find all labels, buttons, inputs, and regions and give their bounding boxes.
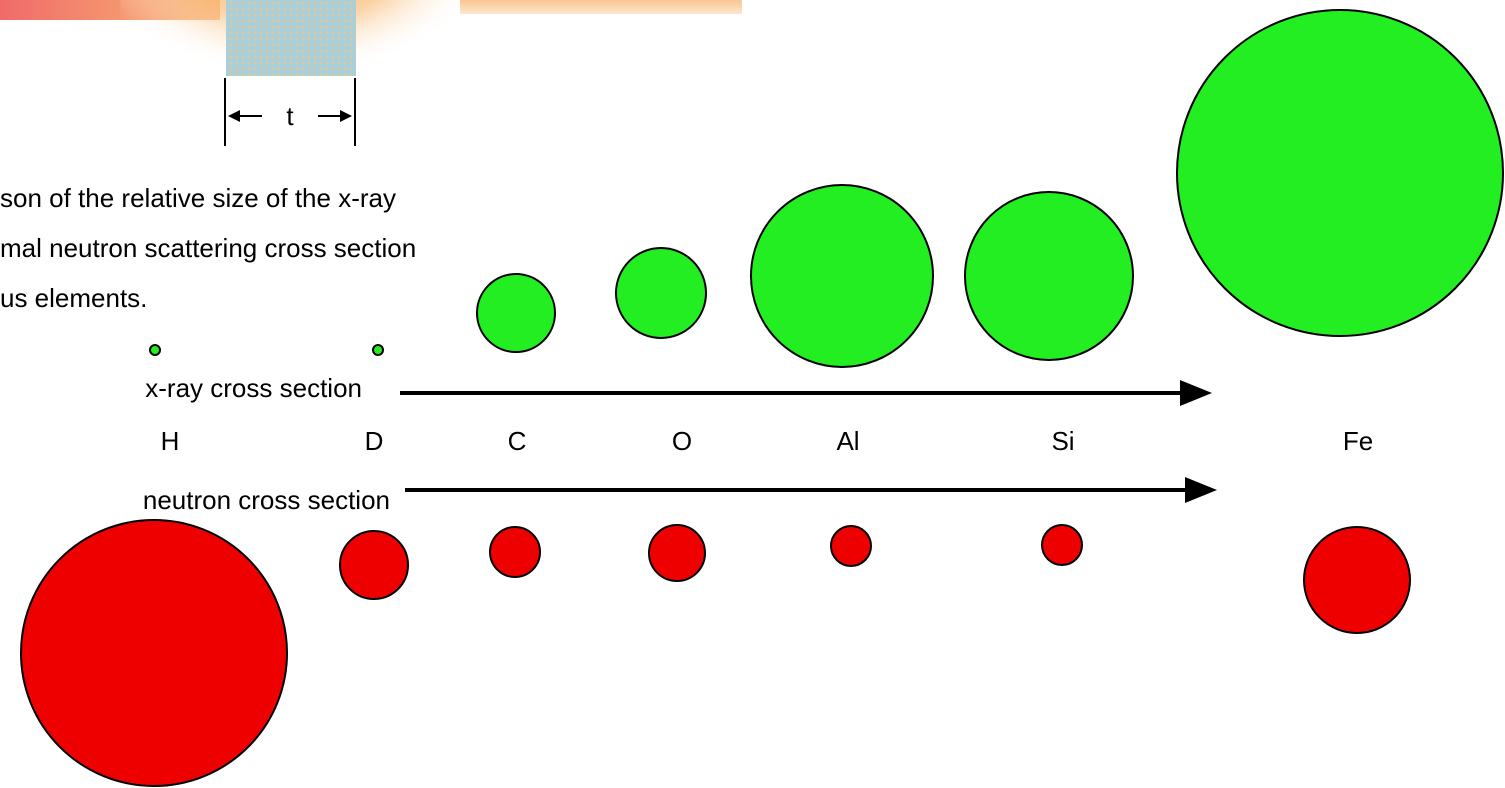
neutron-label: neutron cross section [143,485,390,515]
neutron-arrow [405,477,1217,503]
element-label: O [672,426,692,456]
element-label: Si [1051,426,1074,456]
xray-circles [149,9,1504,368]
element-label: Al [836,426,859,456]
caption-line: us elements. [0,283,147,313]
neutron-circles [20,519,1411,787]
thickness-marker [224,78,356,146]
header-graphic [0,0,742,120]
element-label: C [508,426,527,456]
element-label: D [365,426,384,456]
thickness-label: t [286,101,294,131]
xray-arrow [400,380,1212,406]
element-labels: H D C O Al Si Fe [161,426,1374,456]
xray-label: x-ray cross section [145,373,362,403]
element-label: H [161,426,180,456]
caption-line: mal neutron scattering cross section [0,233,416,263]
element-label: Fe [1343,426,1373,456]
caption-line: son of the relative size of the x-ray [0,183,396,213]
